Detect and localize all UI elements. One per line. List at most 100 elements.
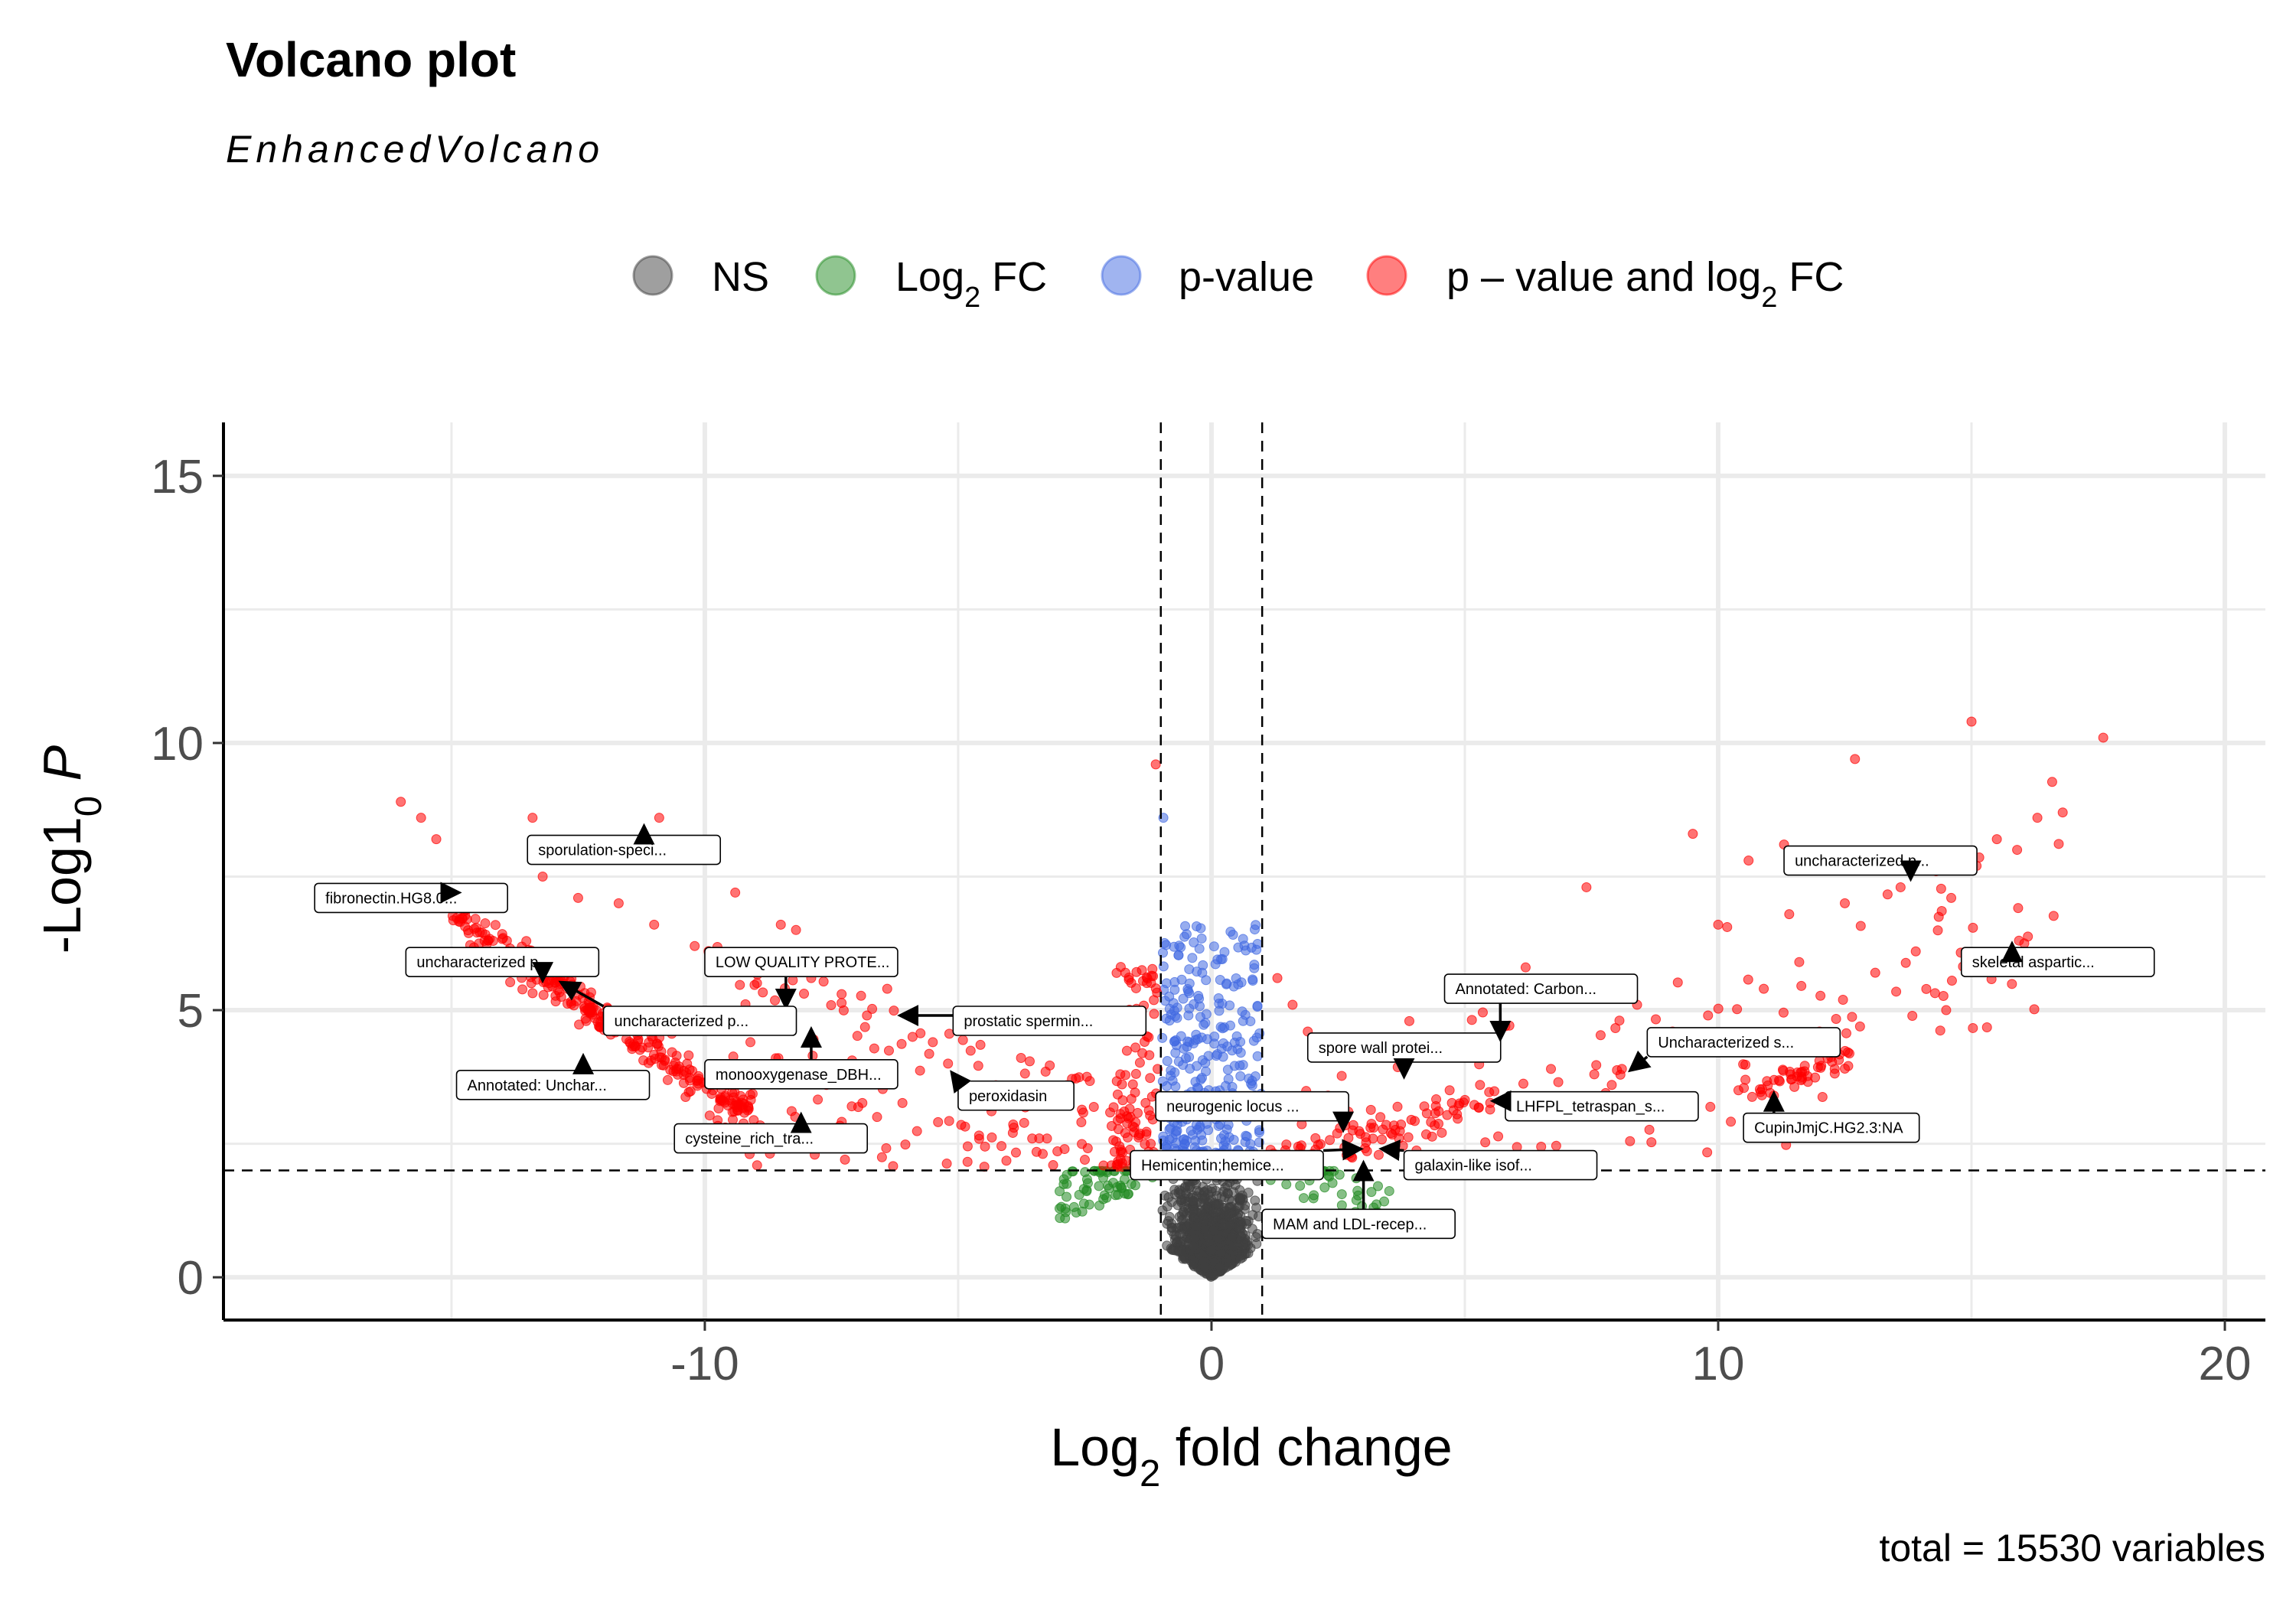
point-significant — [1404, 1015, 1414, 1026]
annotation-box — [1403, 1149, 1598, 1181]
annotation: uncharacterized p... — [405, 947, 600, 984]
annotation-box — [704, 1059, 899, 1090]
point-significant — [649, 919, 660, 930]
point-log2fc — [1351, 1173, 1362, 1184]
point-significant — [1077, 1104, 1088, 1115]
annotation-box — [957, 1080, 1075, 1111]
point-ns — [1228, 1241, 1239, 1252]
point-pvalue — [1247, 974, 1258, 985]
point-ns — [1207, 1216, 1218, 1227]
point-significant — [1287, 999, 1298, 1010]
point-log2fc — [1336, 1189, 1347, 1200]
point-significant — [1430, 1120, 1440, 1131]
point-pvalue — [1168, 998, 1179, 1009]
point-significant — [1113, 1124, 1124, 1135]
point-ns — [1157, 1205, 1168, 1216]
point-significant — [872, 1112, 882, 1123]
point-log2fc — [1130, 1180, 1140, 1191]
point-ns — [1189, 1233, 1200, 1244]
point-significant — [1981, 1022, 1992, 1032]
point-ns — [1176, 1214, 1187, 1225]
point-significant — [962, 1141, 973, 1152]
point-significant — [1797, 1067, 1808, 1077]
point-significant — [1784, 909, 1795, 920]
point-significant — [1991, 834, 2002, 845]
point-significant — [1081, 1071, 1092, 1082]
point-pvalue — [1241, 945, 1251, 956]
point-pvalue — [1179, 1043, 1189, 1054]
point-significant — [1936, 905, 1947, 916]
caption: total = 15530 variables — [1879, 1527, 2265, 1570]
point-significant — [527, 988, 538, 999]
point-significant — [1591, 1060, 1602, 1071]
point-significant — [973, 1061, 983, 1071]
point-ns — [1196, 1208, 1207, 1218]
point-significant — [1929, 988, 1940, 999]
point-significant — [747, 1088, 758, 1099]
y-tick-label: 10 — [151, 718, 204, 771]
point-significant — [813, 1094, 823, 1105]
annotation: CupinJmjC.HG2.3:NA — [1743, 1090, 1920, 1143]
point-ns — [1188, 1195, 1199, 1206]
annotation: prostatic spermin... — [897, 1005, 1147, 1036]
point-pvalue — [1225, 1020, 1236, 1031]
point-significant — [1831, 1014, 1841, 1025]
point-significant — [517, 984, 528, 995]
point-significant — [881, 1143, 892, 1153]
point-pvalue — [1157, 1076, 1168, 1087]
point-pvalue — [1187, 953, 1198, 963]
annotation: Annotated: Unchar... — [455, 1052, 651, 1100]
point-significant — [553, 985, 563, 996]
point-significant — [1120, 967, 1130, 978]
point-log2fc — [1384, 1185, 1394, 1196]
point-significant — [1946, 892, 1957, 903]
point-significant — [2053, 839, 2064, 849]
point-ns — [1176, 1195, 1186, 1205]
point-pvalue — [1227, 1045, 1238, 1056]
annotation-label: spore wall protei... — [1319, 1040, 1443, 1057]
point-significant — [1589, 1069, 1600, 1080]
point-significant — [1847, 1012, 1857, 1022]
point-ns — [1163, 1192, 1174, 1203]
annotation: neurogenic locus ... — [1155, 1090, 1355, 1133]
point-significant — [840, 1154, 850, 1165]
point-ns — [1211, 1185, 1221, 1196]
point-log2fc — [1336, 1200, 1347, 1211]
point-pvalue — [1218, 1140, 1229, 1151]
point-significant — [883, 1045, 894, 1056]
point-significant — [837, 989, 847, 999]
point-significant — [1392, 1061, 1403, 1072]
point-pvalue — [1201, 1066, 1212, 1077]
point-significant — [745, 1037, 756, 1048]
annotation-label: CupinJmjC.HG2.3:NA — [1754, 1120, 1903, 1137]
point-pvalue — [1235, 1071, 1246, 1081]
point-significant — [867, 1003, 878, 1014]
annotation: uncharacterized p... — [1783, 845, 1978, 882]
point-significant — [1392, 1101, 1403, 1112]
point-significant — [735, 980, 745, 990]
point-significant — [683, 1050, 694, 1061]
point-significant — [1112, 1162, 1123, 1172]
point-log2fc — [1112, 1182, 1123, 1192]
point-significant — [2047, 777, 2057, 787]
annotation: galaxin-like isof... — [1378, 1139, 1598, 1181]
point-significant — [1140, 1097, 1151, 1108]
annotation: Hemicentin;hemice... — [1130, 1139, 1364, 1181]
point-ns — [1200, 1262, 1211, 1273]
point-log2fc — [1123, 1189, 1133, 1200]
point-significant — [1149, 1009, 1159, 1019]
annotation-connector — [558, 980, 605, 1008]
point-pvalue — [1157, 1032, 1168, 1043]
point-ns — [1162, 1240, 1172, 1251]
point-ns — [1238, 1194, 1248, 1204]
point-significant — [463, 927, 474, 938]
point-significant — [742, 1105, 753, 1116]
point-significant — [431, 834, 442, 845]
annotation-connector — [1627, 1050, 1652, 1073]
point-significant — [770, 995, 781, 1006]
point-ns — [1247, 1210, 1258, 1221]
legend-swatch-log2fc — [815, 255, 856, 296]
point-pvalue — [1215, 1022, 1226, 1032]
point-significant — [1895, 882, 1906, 892]
